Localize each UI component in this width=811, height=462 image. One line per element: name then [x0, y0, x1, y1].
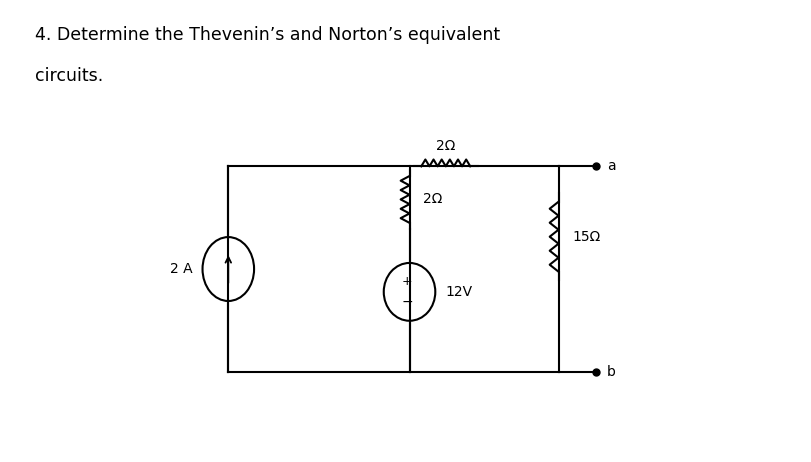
- Text: +: +: [401, 275, 413, 288]
- Text: 2Ω: 2Ω: [436, 139, 456, 152]
- Text: 2 A: 2 A: [170, 262, 193, 276]
- Text: 12V: 12V: [445, 285, 472, 299]
- Text: 15Ω: 15Ω: [573, 230, 600, 244]
- Text: b: b: [607, 365, 616, 379]
- Text: 4. Determine the Thevenin’s and Norton’s equivalent: 4. Determine the Thevenin’s and Norton’s…: [35, 25, 500, 43]
- Text: −: −: [401, 295, 413, 309]
- Text: a: a: [607, 159, 616, 173]
- Text: circuits.: circuits.: [35, 67, 103, 85]
- Text: 2Ω: 2Ω: [423, 193, 443, 207]
